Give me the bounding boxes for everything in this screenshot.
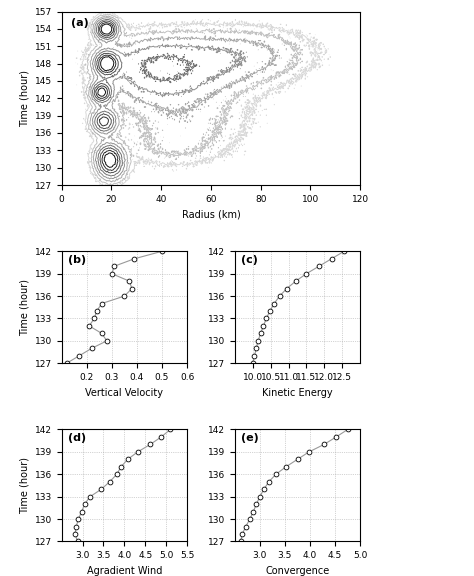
- Point: [93, 306, 100, 316]
- Point: [242, 522, 250, 531]
- Point: [146, 440, 154, 449]
- Point: [74, 514, 82, 524]
- Point: [91, 314, 98, 323]
- Point: [103, 336, 110, 346]
- Point: [265, 477, 273, 486]
- Point: [251, 351, 258, 361]
- Y-axis label: Time (hour): Time (hour): [19, 457, 29, 514]
- Point: [283, 284, 291, 293]
- Text: (a): (a): [71, 18, 88, 28]
- Point: [253, 344, 260, 353]
- Text: (b): (b): [68, 255, 86, 264]
- Point: [73, 522, 80, 531]
- Point: [131, 254, 138, 263]
- Point: [320, 440, 328, 449]
- Point: [124, 454, 131, 464]
- Point: [110, 262, 118, 271]
- Point: [257, 329, 264, 338]
- X-axis label: Convergence: Convergence: [265, 566, 329, 576]
- Point: [276, 291, 283, 301]
- Point: [75, 351, 83, 361]
- Point: [266, 306, 273, 316]
- X-axis label: Radius (km): Radius (km): [182, 209, 240, 219]
- X-axis label: Agradient Wind: Agradient Wind: [87, 566, 162, 576]
- Point: [340, 247, 348, 256]
- Point: [71, 529, 79, 539]
- Point: [249, 359, 256, 368]
- Point: [253, 499, 260, 509]
- Point: [158, 247, 166, 256]
- Point: [108, 269, 116, 278]
- Point: [260, 321, 267, 331]
- Point: [246, 514, 254, 524]
- Y-axis label: Time (hour): Time (hour): [19, 70, 29, 127]
- Point: [254, 336, 262, 346]
- Point: [128, 284, 136, 293]
- Point: [249, 507, 257, 516]
- Text: (e): (e): [241, 433, 259, 443]
- Point: [238, 529, 246, 539]
- Point: [328, 254, 335, 263]
- Text: (d): (d): [68, 433, 86, 443]
- Point: [98, 299, 106, 308]
- Point: [134, 448, 142, 457]
- Point: [78, 507, 85, 516]
- Point: [237, 537, 245, 546]
- X-axis label: Vertical Velocity: Vertical Velocity: [85, 388, 164, 397]
- Text: (c): (c): [241, 255, 258, 264]
- Point: [260, 484, 268, 494]
- Point: [166, 425, 174, 434]
- Point: [270, 299, 278, 308]
- X-axis label: Kinetic Energy: Kinetic Energy: [262, 388, 333, 397]
- Point: [256, 492, 264, 501]
- Point: [120, 291, 128, 301]
- Point: [98, 484, 105, 494]
- Point: [315, 262, 323, 271]
- Point: [113, 469, 120, 479]
- Point: [85, 321, 93, 331]
- Point: [282, 462, 290, 471]
- Point: [88, 344, 96, 353]
- Point: [157, 433, 165, 442]
- Point: [126, 276, 133, 286]
- Point: [106, 477, 113, 486]
- Point: [74, 537, 82, 546]
- Point: [303, 269, 310, 278]
- Point: [63, 359, 71, 368]
- Point: [117, 462, 125, 471]
- Point: [81, 499, 89, 509]
- Point: [305, 448, 313, 457]
- Point: [98, 329, 106, 338]
- Point: [294, 454, 301, 464]
- Point: [344, 425, 352, 434]
- Point: [292, 276, 300, 286]
- Point: [332, 433, 340, 442]
- Point: [86, 492, 94, 501]
- Point: [263, 314, 270, 323]
- Point: [272, 469, 280, 479]
- Y-axis label: Time (hour): Time (hour): [19, 279, 29, 336]
